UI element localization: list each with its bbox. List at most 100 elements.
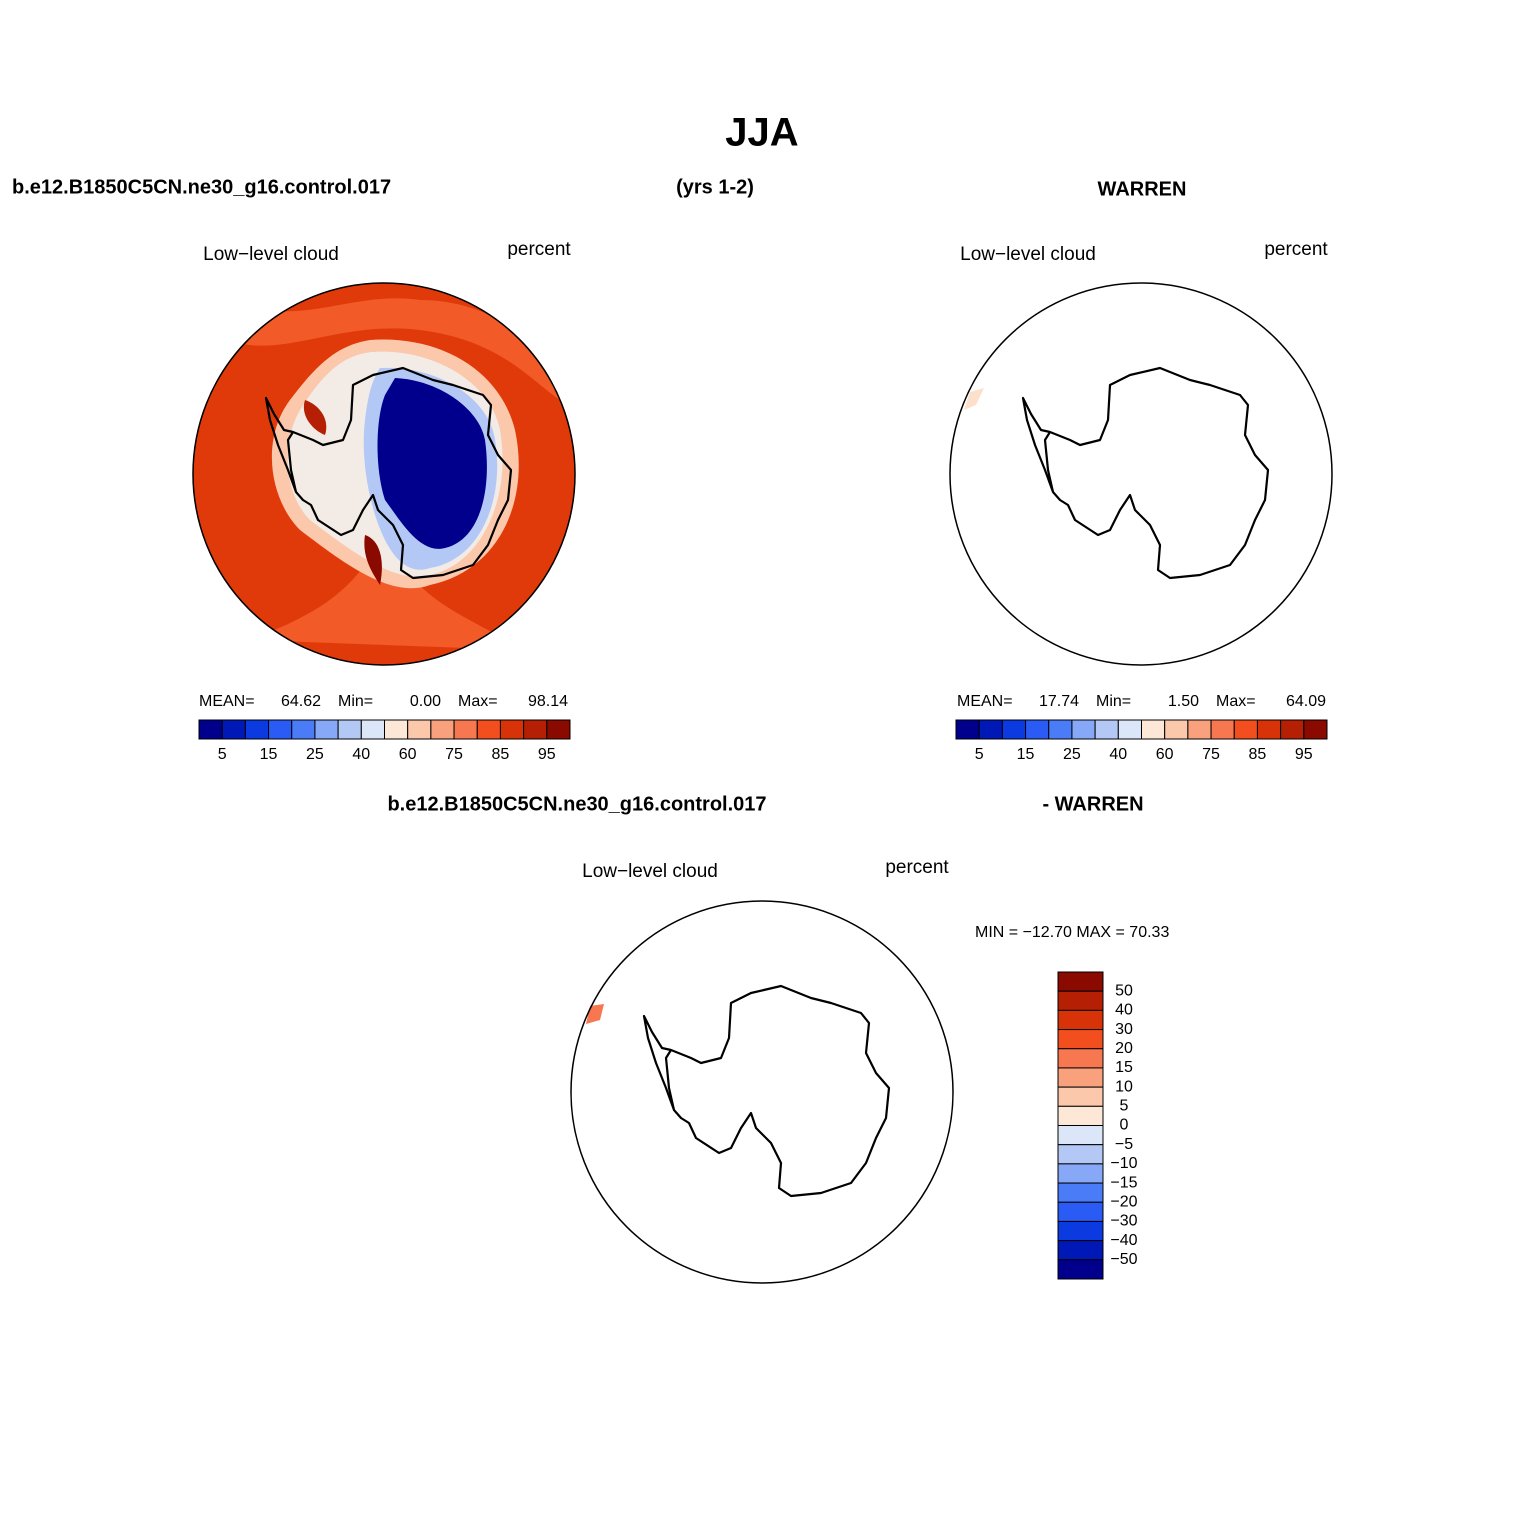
colorbar-box <box>1057 1086 1104 1107</box>
colorbar-box <box>955 719 980 740</box>
colorbar-box <box>1057 1144 1104 1165</box>
colorbar-box <box>337 719 362 740</box>
colorbar-box <box>1057 971 1104 992</box>
colorbar-box <box>1256 719 1282 740</box>
colorbar-box <box>453 719 478 740</box>
colorbar-label: −40 <box>1110 1232 1137 1249</box>
stat-value: 64.62 <box>281 693 321 710</box>
panel-units: percent <box>507 239 571 260</box>
colorbar-box <box>1057 1029 1104 1050</box>
colorbar-label: 85 <box>492 746 510 763</box>
colorbar-label: 40 <box>1115 1002 1133 1019</box>
colorbar-box <box>1057 1240 1104 1261</box>
figure-title: JJA <box>725 111 798 155</box>
colorbar-label: 25 <box>1063 746 1081 763</box>
colorbar-box <box>1057 1182 1104 1203</box>
colorbar-box <box>1057 1220 1104 1242</box>
stat-value: 1.50 <box>1168 693 1199 710</box>
colorbar-box <box>360 719 385 740</box>
colorbar-label: 75 <box>445 746 463 763</box>
colorbar-label: 95 <box>1295 746 1313 763</box>
colorbar-box <box>1057 1125 1104 1146</box>
colorbar-box <box>1057 1201 1104 1222</box>
colorbar-box <box>384 719 409 740</box>
colorbar-box <box>546 719 571 740</box>
colorbar-box <box>1057 1067 1104 1088</box>
colorbar-box <box>1057 990 1104 1011</box>
colorbar-label: 10 <box>1115 1078 1133 1095</box>
colorbar-box <box>1048 719 1073 740</box>
colorbar-box <box>268 719 293 740</box>
colorbar-label: 60 <box>1156 746 1174 763</box>
colorbar-box <box>476 719 501 740</box>
panel-label: Low−level cloud <box>203 244 339 265</box>
stat-value: 17.74 <box>1039 693 1079 710</box>
stat-value: 0.00 <box>410 693 441 710</box>
colorbar-box <box>407 719 432 740</box>
colorbar-label: −5 <box>1115 1136 1133 1153</box>
colorbar-label: −15 <box>1110 1174 1137 1191</box>
colorbar-box <box>523 719 548 740</box>
colorbar-label: 5 <box>1120 1098 1129 1115</box>
case-name: b.e12.B1850C5CN.ne30_g16.control.017 <box>12 176 391 198</box>
colorbar-box <box>1071 719 1096 740</box>
stat-value: 64.09 <box>1286 693 1326 710</box>
stat-label: MEAN= <box>957 693 1013 710</box>
stat-label: MEAN= <box>199 693 255 710</box>
colorbar-label: 60 <box>399 746 417 763</box>
colorbar-label: 40 <box>352 746 370 763</box>
min-max: MIN = −12.70 MAX = 70.33 <box>975 924 1169 941</box>
colorbar-box <box>430 719 455 740</box>
colorbar-box <box>1303 719 1328 740</box>
colorbar-label: 5 <box>218 746 227 763</box>
colorbar-box <box>1057 1009 1104 1031</box>
colorbar-box <box>314 719 339 740</box>
colorbar-box <box>1210 719 1235 740</box>
stat-label: Min= <box>1096 693 1131 710</box>
colorbar-label: 95 <box>538 746 556 763</box>
panel-label: Low−level cloud <box>582 861 718 882</box>
colorbar-label: 50 <box>1115 982 1133 999</box>
colorbar-box <box>291 719 316 740</box>
obs-name: - WARREN <box>1042 793 1143 815</box>
colorbar-box <box>1117 719 1142 740</box>
colorbar-box <box>1280 719 1305 740</box>
colorbar-label: −30 <box>1110 1213 1137 1230</box>
colorbar-label: 85 <box>1249 746 1267 763</box>
colorbar-box <box>1233 719 1258 740</box>
cloud-field <box>193 283 575 665</box>
colorbar-label: 0 <box>1120 1117 1129 1134</box>
colorbar-box <box>221 719 246 740</box>
colorbar-label: 15 <box>1115 1059 1133 1076</box>
panel-units: percent <box>885 857 949 878</box>
colorbar-label: 75 <box>1202 746 1220 763</box>
colorbar-label: 15 <box>260 746 278 763</box>
colorbar-label: 30 <box>1115 1021 1133 1038</box>
colorbar-box <box>244 719 270 740</box>
panel-label: Low−level cloud <box>960 244 1096 265</box>
colorbar-label: 20 <box>1115 1040 1133 1057</box>
colorbar-box <box>978 719 1003 740</box>
case-name: b.e12.B1850C5CN.ne30_g16.control.017 <box>387 793 766 815</box>
colorbar-box <box>1025 719 1050 740</box>
colorbar-box <box>1164 719 1189 740</box>
colorbar-box <box>1141 719 1166 740</box>
colorbar-label: 40 <box>1109 746 1127 763</box>
colorbar-box <box>198 719 223 740</box>
stat-label: Min= <box>338 693 373 710</box>
stat-label: Max= <box>1216 693 1256 710</box>
colorbar-box <box>499 719 525 740</box>
colorbar-box <box>1057 1259 1104 1280</box>
colorbar-label: −20 <box>1110 1193 1137 1210</box>
colorbar-box <box>1187 719 1212 740</box>
colorbar-label: −50 <box>1110 1251 1137 1268</box>
stat-value: 98.14 <box>528 693 568 710</box>
stat-label: Max= <box>458 693 498 710</box>
years: (yrs 1-2) <box>676 176 754 198</box>
panel-units: percent <box>1264 239 1328 260</box>
colorbar-label: 25 <box>306 746 324 763</box>
colorbar-label: 15 <box>1017 746 1035 763</box>
colorbar-label: −10 <box>1110 1155 1137 1172</box>
colorbar-box <box>1057 1163 1104 1184</box>
